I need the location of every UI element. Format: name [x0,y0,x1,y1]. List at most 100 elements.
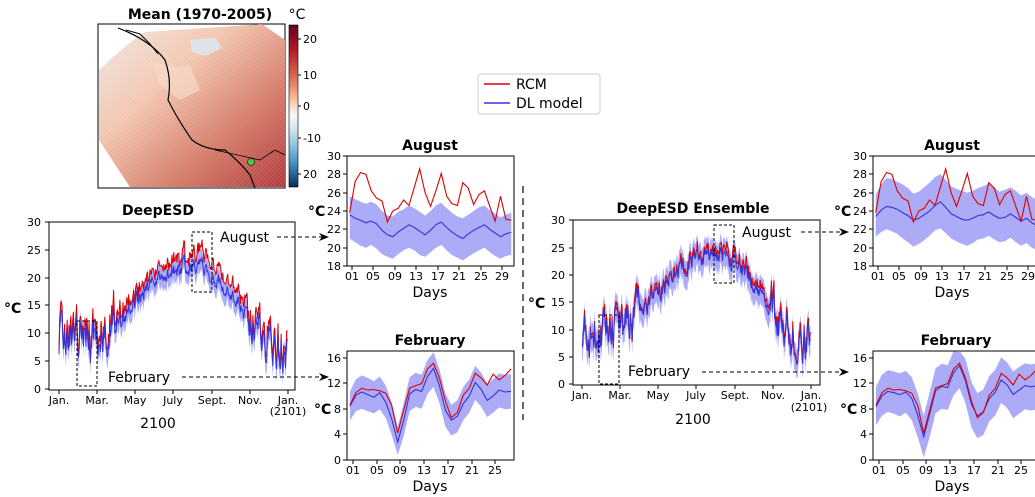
ens-aug-xticks: 01 05 09 13 17 21 25 29 [871,266,1035,283]
uncertainty-band [350,352,511,455]
ytick: 16 [327,352,341,365]
dl-model-line [581,247,811,365]
deepesd-aug-xticks: 01 05 09 13 17 21 25 29 [345,266,509,283]
xtick: Sept. [198,394,227,407]
dl-model-line [349,214,512,240]
xtick: 05 [892,270,906,283]
map-domain [99,24,286,189]
xtick: 21 [978,270,992,283]
deepesd-aug-yticks: 18 20 22 24 26 28 30 [327,150,347,273]
ytick: 30 [27,216,41,229]
deepesd-year-xlabel: 2100 [140,416,176,432]
xtick: 25 [1014,464,1028,477]
map-title: Mean (1970-2005) [128,7,272,23]
xtick: Mar. [85,394,108,407]
ytick: 16 [853,352,867,365]
ens-year-yticks: 0 5 10 15 20 25 30 [551,214,573,391]
xtick: 09 [388,270,402,283]
legend-rcm-label: RCM [516,77,547,93]
deepesd-year-frame [48,221,296,391]
ytick: 12 [327,377,341,390]
rcm-line [58,239,288,370]
ens-aug-title: August [924,138,980,154]
xtick: Nov. [238,394,262,407]
ens-year-title: DeepESD Ensemble [616,201,769,217]
ytick: 26 [327,187,341,200]
ens-aug-series [875,166,1035,250]
aug-box [713,224,735,284]
ytick: 20 [853,242,867,255]
xtick-extra: (2101) [270,405,307,418]
location-marker [247,158,255,166]
ens-year-xticks: Jan. Mar. May July Sept. Nov. Jan. (2101… [571,385,827,414]
xtick: 09 [393,464,407,477]
xtick: 25 [474,270,488,283]
deepesd-feb-ylabel: °C [314,402,331,418]
xtick: 01 [871,270,885,283]
ytick: 4 [860,428,867,441]
ytick: 30 [551,214,565,227]
ytick: 26 [853,187,867,200]
cbar-tick: -10 [303,132,321,145]
dl-model-line [875,364,1035,440]
cbar-tick: 10 [303,69,317,82]
ytick: 22 [853,223,867,236]
xtick: July [162,394,183,407]
xtick: 13 [935,270,949,283]
deepesd-feb-frame [346,350,515,461]
xtick: May [124,394,147,407]
feb-annotation: February [628,364,690,380]
xtick: 21 [452,270,466,283]
ytick: 8 [860,403,867,416]
xtick: 05 [896,464,910,477]
xtick: 01 [872,464,886,477]
feb-box [598,314,620,385]
xtick: Jan. [800,389,821,402]
uncertainty-band [349,196,512,261]
rcm-line [349,166,512,224]
ytick: 12 [853,377,867,390]
rcm-line [875,166,1035,224]
map-unit: °C [289,7,306,23]
ytick: 5 [558,351,565,364]
deepesd-feb-title: February [395,333,466,349]
ens-year-xlabel: 2100 [675,412,711,428]
deepesd-aug-xlabel: Days [413,285,448,301]
xtick: 21 [465,464,479,477]
coastline [117,27,256,189]
deepesd-aug-panel: August 18 20 22 24 26 28 30 01 05 09 13 … [308,138,515,301]
deepesd-feb-xticks: 01 05 09 13 17 21 25 [346,460,502,477]
ytick: 22 [327,223,341,236]
ens-feb-yticks: 0 4 8 12 16 [853,352,873,467]
ytick: 20 [551,269,565,282]
xtick: 17 [957,270,971,283]
ytick: 10 [551,324,565,337]
xtick: Nov. [761,389,785,402]
ytick: 4 [334,428,341,441]
xtick: 29 [495,270,509,283]
ens-year-series [581,233,811,379]
deepesd-year-panel: DeepESD August February 0 5 10 15 20 25 … [4,203,329,432]
ens-feb-frame [872,350,1035,461]
uncertainty-band [876,351,1035,458]
aug-annotation: August [220,230,270,246]
ytick: 15 [551,296,565,309]
ytick: 8 [334,403,341,416]
deepesd-year-title: DeepESD [122,203,194,219]
xtick: 05 [366,270,380,283]
dl-model-line [349,367,512,445]
xtick: Sept. [721,389,750,402]
ytick: 30 [853,150,867,163]
deepesd-feb-yticks: 0 4 8 12 16 [327,352,347,467]
deepesd-feb-xlabel: Days [413,479,448,495]
xtick: 17 [431,270,445,283]
xtick: 25 [488,464,502,477]
xtick: 05 [370,464,384,477]
cbar-tick: 0 [303,100,310,113]
ytick: 0 [34,383,41,396]
deepesd-aug-series [349,166,512,261]
ens-year-ylabel: °C [528,296,545,312]
xtick: Jan. [277,394,298,407]
xtick: 13 [417,464,431,477]
